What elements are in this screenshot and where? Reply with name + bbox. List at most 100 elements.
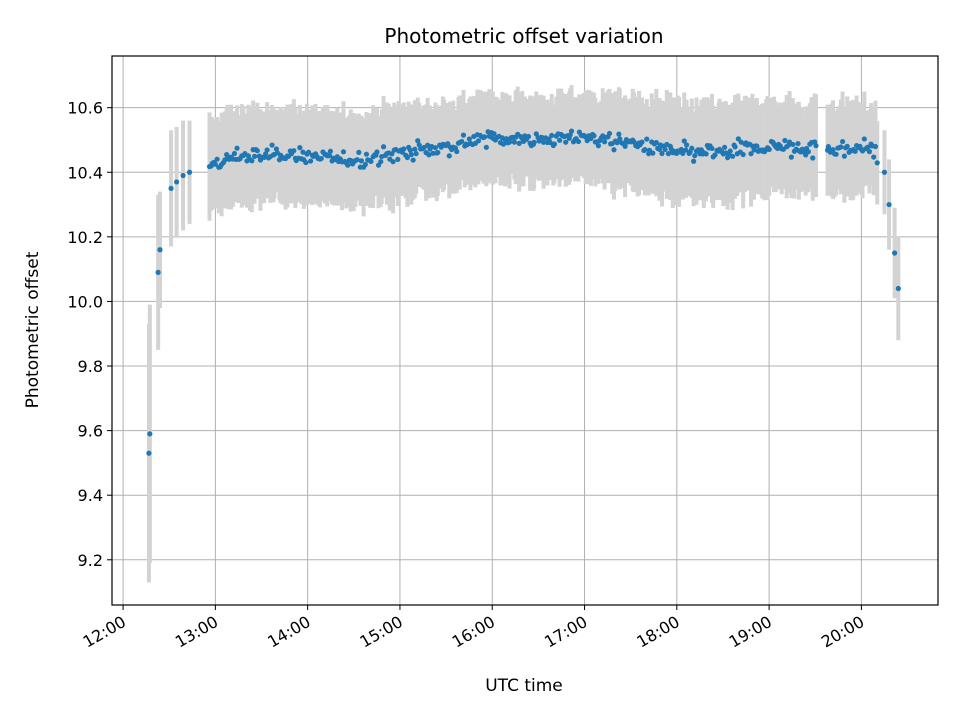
data-point — [407, 147, 413, 153]
plot-area-frame — [111, 55, 939, 606]
data-point — [684, 142, 690, 148]
data-point — [155, 269, 161, 275]
data-point — [790, 141, 796, 148]
chart-title: Photometric offset variation — [384, 24, 663, 48]
data-point — [249, 158, 255, 164]
data-point — [363, 151, 370, 157]
data-point — [766, 146, 772, 152]
y-tick-label: 10.0 — [67, 292, 103, 311]
data-point — [833, 151, 839, 157]
data-point — [748, 151, 754, 157]
data-point — [575, 138, 582, 145]
data-point — [644, 136, 650, 142]
data-point — [886, 201, 892, 208]
data-point — [401, 146, 407, 152]
data-point — [254, 148, 260, 154]
data-point — [895, 285, 901, 292]
data-point — [540, 139, 547, 145]
data-point — [174, 179, 180, 185]
data-point — [866, 149, 873, 155]
data-point — [721, 144, 728, 150]
data-point — [547, 139, 553, 145]
data-point — [659, 150, 665, 157]
data-point — [606, 130, 613, 137]
data-point — [234, 145, 240, 151]
data-point — [681, 138, 687, 144]
data-point — [650, 150, 656, 156]
data-point — [617, 136, 623, 142]
data-point — [389, 151, 395, 157]
data-point — [844, 143, 850, 149]
data-point — [305, 149, 312, 155]
data-point — [874, 160, 880, 166]
data-point — [709, 145, 715, 152]
data-point — [839, 138, 846, 145]
data-point — [680, 150, 686, 157]
data-point — [825, 143, 831, 150]
data-point — [568, 128, 575, 134]
data-point — [157, 247, 163, 253]
data-point — [412, 146, 418, 152]
data-point — [503, 136, 510, 142]
data-point — [506, 139, 513, 145]
data-point — [782, 137, 788, 144]
data-point — [563, 139, 569, 145]
data-point — [147, 431, 153, 437]
data-point — [231, 150, 238, 157]
data-point — [754, 143, 760, 149]
data-point — [810, 155, 816, 161]
y-tick-label: 9.8 — [78, 357, 103, 376]
data-point — [557, 137, 563, 143]
data-point — [601, 139, 608, 145]
data-point — [656, 146, 663, 152]
data-point — [264, 147, 270, 153]
data-point — [475, 138, 482, 144]
data-point — [729, 153, 736, 159]
data-point — [430, 150, 436, 156]
data-point — [454, 148, 460, 155]
data-point — [358, 158, 365, 164]
data-point — [614, 140, 620, 146]
data-point — [838, 144, 844, 150]
data-point — [611, 147, 617, 153]
data-point — [491, 131, 497, 137]
data-point — [345, 162, 351, 168]
data-point — [482, 134, 488, 140]
data-point — [354, 157, 360, 163]
data-point — [852, 148, 858, 154]
x-axis-title: UTC time — [485, 676, 563, 696]
data-point — [374, 149, 380, 155]
data-point — [318, 155, 324, 162]
data-point — [861, 136, 867, 142]
data-point — [500, 141, 507, 147]
data-point — [830, 147, 836, 153]
data-point — [263, 151, 269, 157]
data-point — [639, 139, 645, 145]
data-point — [751, 147, 757, 153]
data-point — [425, 142, 431, 148]
data-point — [525, 133, 532, 140]
data-point — [551, 141, 558, 147]
data-point — [410, 157, 416, 163]
data-point — [459, 138, 465, 145]
data-point — [180, 172, 186, 179]
data-point — [378, 159, 384, 165]
data-point — [368, 158, 374, 165]
data-point — [841, 153, 847, 159]
y-tick-label: 10.4 — [67, 163, 103, 182]
data-point — [303, 159, 309, 166]
data-point — [732, 144, 738, 150]
data-point — [300, 149, 306, 155]
data-points — [146, 128, 901, 456]
data-point — [297, 145, 303, 151]
data-point — [168, 185, 174, 192]
y-tick-label: 10.6 — [67, 99, 103, 118]
data-point — [404, 154, 410, 161]
data-point — [712, 152, 718, 158]
data-point — [413, 151, 419, 157]
data-point — [795, 140, 801, 147]
data-point — [326, 153, 333, 159]
data-point — [511, 139, 517, 145]
data-point — [251, 153, 258, 159]
